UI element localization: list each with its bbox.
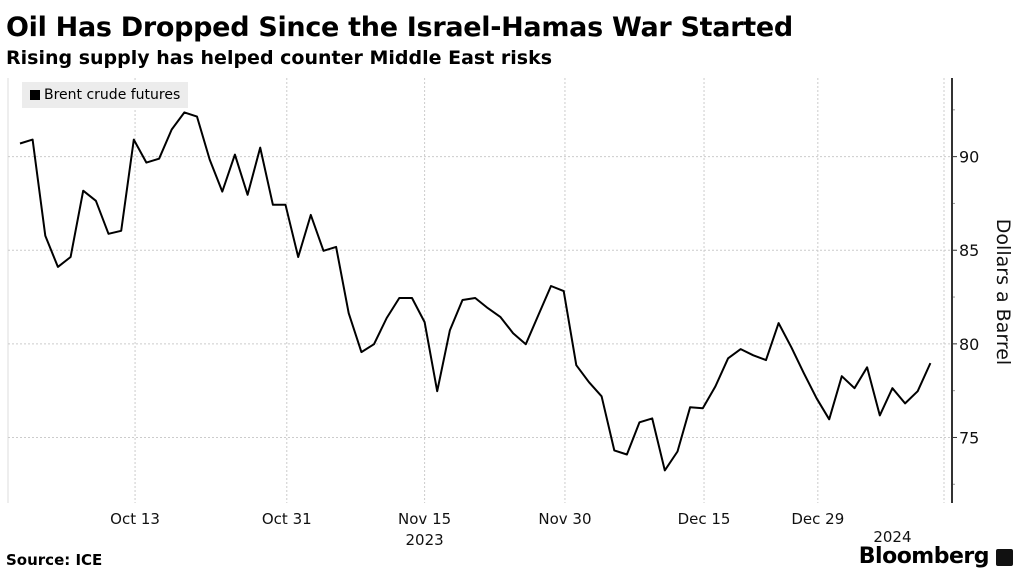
x-tick-label: Dec 29 [791,510,844,528]
y-tick-label: 90 [959,148,979,167]
x-tick-label: Nov 15 [398,510,451,528]
y-tick-label: 85 [959,241,979,260]
legend: Brent crude futures [22,82,189,108]
x-tick-label: Oct 13 [110,510,160,528]
bloomberg-logo: Bloomberg [858,544,990,569]
y-tick-label: 80 [959,335,979,354]
y-axis-label: Dollars a Barrel [992,219,1014,365]
x-tick-label: Dec 15 [678,510,731,528]
x-year-label: 2024 [873,528,911,546]
y-tick-label: 75 [959,428,979,447]
legend-label: Brent crude futures [44,87,181,103]
x-tick-label: Nov 30 [538,510,591,528]
bloomberg-chart-icon [996,549,1013,566]
source-note: Source: ICE [6,551,103,569]
x-year-label: 2023 [406,531,444,549]
chart-title: Oil Has Dropped Since the Israel-Hamas W… [6,12,793,43]
x-tick-label: Oct 31 [262,510,312,528]
series-line-brent [19,111,932,472]
chart-subtitle: Rising supply has helped counter Middle … [6,47,553,69]
legend-swatch [30,90,40,100]
